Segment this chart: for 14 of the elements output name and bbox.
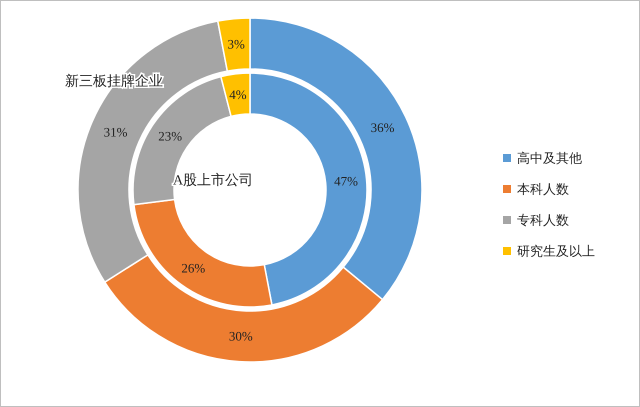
data-label: 23% — [158, 128, 182, 144]
data-label: 4% — [229, 86, 247, 102]
data-label: 26% — [181, 260, 206, 276]
legend-label: 专科人数 — [517, 212, 569, 228]
legend-label: 高中及其他 — [517, 150, 582, 166]
legend-label: 研究生及以上 — [517, 244, 595, 258]
data-label: 31% — [104, 124, 128, 140]
data-label: 36% — [370, 120, 395, 136]
slice-label: A股上市公司 — [172, 172, 254, 188]
data-label: 30% — [228, 328, 253, 344]
legend-label: 本科人数 — [517, 182, 569, 196]
slice-label: 新三板挂牌企业 — [65, 74, 163, 90]
data-label: 3% — [228, 36, 246, 52]
data-label: 47% — [334, 173, 358, 188]
